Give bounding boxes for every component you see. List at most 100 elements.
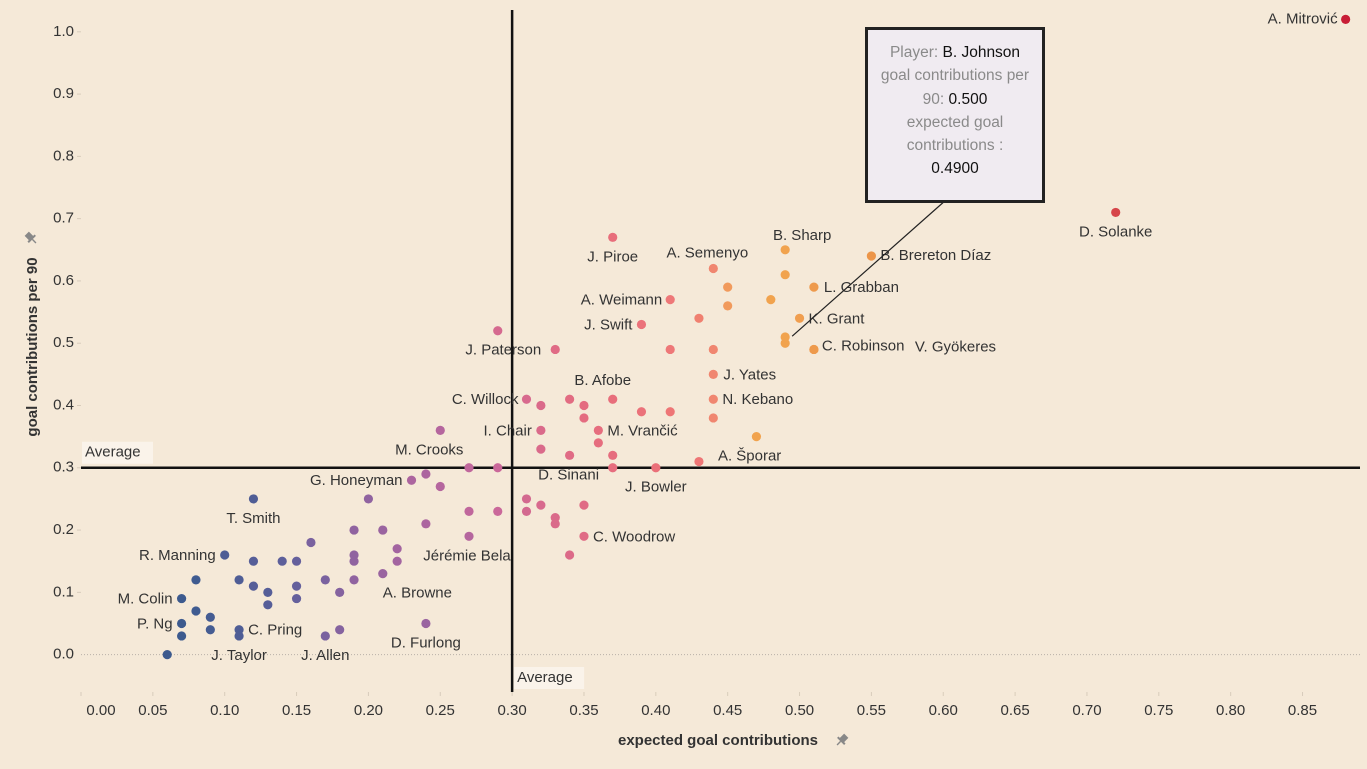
point-label: J. Allen [301, 647, 349, 664]
point [608, 463, 618, 473]
point [205, 625, 215, 635]
point-label: J. Taylor [211, 647, 267, 664]
point [536, 444, 546, 454]
point [176, 631, 187, 641]
point [636, 407, 647, 417]
point [766, 295, 776, 305]
point [608, 450, 618, 460]
point-label: K. Grant [809, 310, 866, 327]
point [306, 537, 316, 548]
point [723, 301, 733, 311]
point [464, 463, 474, 473]
point [536, 425, 546, 436]
point-label: B. Brereton Díaz [880, 247, 991, 264]
x-tick-label: 0.75 [1144, 702, 1173, 719]
point [493, 463, 503, 473]
point [263, 587, 273, 597]
point [234, 631, 244, 641]
point [392, 556, 402, 566]
point [665, 344, 675, 355]
point-label: J. Yates [723, 366, 776, 383]
point [1341, 14, 1351, 24]
point [579, 400, 589, 411]
point [550, 519, 560, 529]
y-tick-label: 0.0 [53, 646, 74, 663]
point [521, 494, 532, 504]
x-tick-label: 0.35 [569, 702, 598, 719]
x-tick-label: 0.40 [641, 702, 670, 719]
point [421, 469, 431, 479]
point [335, 625, 345, 635]
point [708, 369, 718, 379]
tooltip-pointer [791, 191, 956, 337]
point-label: A. Browne [383, 585, 452, 602]
point [493, 506, 503, 516]
point-label: B. Sharp [773, 227, 831, 244]
point [708, 344, 718, 355]
x-tick-label: 0.60 [929, 702, 958, 719]
point [809, 282, 819, 292]
point [579, 531, 589, 541]
x-tick-label: 0.45 [713, 702, 742, 719]
point [708, 263, 718, 274]
point [176, 618, 187, 629]
point-label: C. Woodrow [593, 528, 675, 545]
point-label: J. Swift [584, 316, 633, 333]
point [291, 581, 302, 591]
point-label: M. Vrančić [607, 422, 678, 439]
point [291, 593, 302, 604]
point [723, 282, 733, 292]
reference-label: Average [85, 444, 141, 461]
point [579, 413, 589, 423]
x-tick-label: 0.10 [210, 702, 239, 719]
point [335, 587, 345, 597]
point-label: A. Semenyo [666, 244, 748, 261]
point-label: J. Piroe [587, 248, 638, 265]
point [320, 631, 330, 641]
point [794, 313, 805, 323]
x-tick-label: 0.70 [1072, 702, 1101, 719]
x-tick-label: 0.55 [857, 702, 886, 719]
tooltip: Player: B. Johnson goal contributions pe… [865, 27, 1045, 203]
reference-label-bg [514, 667, 585, 689]
x-tick-label: 0.15 [282, 702, 311, 719]
point [363, 494, 374, 504]
x-tick-label: 0.50 [785, 702, 814, 719]
point-label: C. Robinson [822, 337, 905, 354]
point [708, 413, 718, 423]
tooltip-value: 0.500 [948, 90, 988, 108]
point [780, 245, 790, 255]
x-tick-label: 0.20 [354, 702, 383, 719]
point [191, 606, 201, 616]
point [536, 500, 546, 510]
point [780, 270, 790, 280]
point [694, 456, 704, 467]
y-tick-label: 1.0 [53, 23, 74, 40]
point [378, 569, 388, 579]
tooltip-key: goal contributions per 90: [880, 67, 1030, 108]
point [248, 556, 259, 566]
point [349, 556, 359, 566]
point [435, 425, 445, 436]
point [205, 612, 215, 622]
point [392, 544, 402, 554]
tooltip-key: Player: [889, 44, 939, 61]
point [665, 407, 675, 417]
y-tick-label: 0.6 [53, 272, 74, 289]
point [248, 494, 259, 504]
point [162, 650, 172, 660]
point [579, 500, 589, 510]
tooltip-key: expected goal contributions : [906, 113, 1004, 155]
point [191, 575, 201, 585]
y-tick-label: 0.5 [53, 334, 74, 351]
y-tick-label: 0.8 [53, 147, 74, 164]
point-label: A. Weimann [581, 292, 662, 309]
point [866, 251, 876, 261]
point [320, 575, 330, 585]
tooltip-value: 0.4900 [931, 160, 979, 178]
point [464, 531, 474, 541]
point [378, 525, 388, 535]
x-axis-title: expected goal contributions [618, 732, 818, 749]
point [694, 313, 704, 323]
